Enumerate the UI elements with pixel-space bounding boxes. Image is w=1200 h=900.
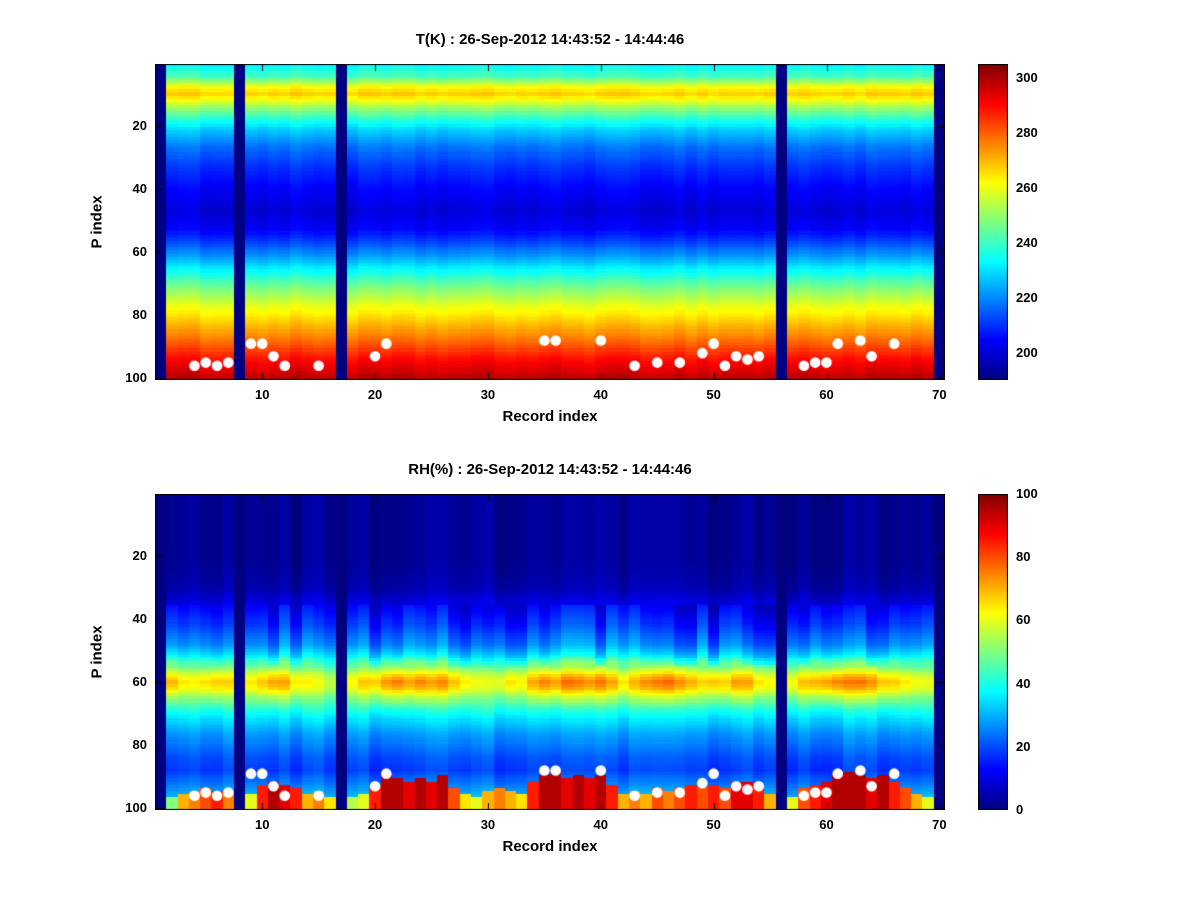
y-axis-label-temperature: P index [88, 195, 106, 249]
x-tick-label: 60 [819, 387, 834, 402]
y-tick-label: 80 [132, 307, 147, 323]
colorbar-tick-label: 240 [1016, 234, 1038, 250]
colorbar-tick-label: 60 [1016, 612, 1031, 628]
temperature-colorbar [978, 64, 1008, 380]
colorbar-tick-label: 40 [1016, 675, 1031, 691]
colorbar-tick-label: 0 [1016, 802, 1024, 817]
x-axis-label-humidity: Record index [502, 838, 598, 855]
x-tick-label: 20 [367, 387, 383, 402]
x-tick-label: 30 [480, 817, 496, 832]
y-tick-label: 60 [132, 244, 147, 260]
x-tick-label: 40 [593, 387, 609, 402]
plot-title-temperature: T(K) : 26-Sep-2012 14:43:52 - 14:44:46 [415, 31, 685, 48]
y-tick-label: 80 [132, 737, 147, 753]
colorbar-tick-label: 80 [1016, 549, 1031, 565]
x-axis-label-temperature: Record index [502, 408, 598, 425]
y-tick-label: 20 [132, 547, 147, 563]
plot-title-humidity: RH(%) : 26-Sep-2012 14:43:52 - 14:44:46 [408, 461, 692, 478]
y-tick-label: 40 [132, 180, 147, 196]
colorbar-tick-label: 200 [1016, 344, 1038, 360]
y-tick-label: 100 [125, 800, 147, 816]
colorbar-tick-label: 300 [1016, 69, 1038, 85]
x-tick-label: 20 [367, 817, 383, 832]
y-axis-label-humidity: P index [88, 625, 106, 679]
colorbar-tick-label: 100 [1016, 486, 1038, 501]
colorbar-tick-label: 20 [1016, 738, 1031, 754]
humidity-colorbar [978, 494, 1008, 810]
x-tick-label: 30 [480, 387, 496, 402]
y-tick-label: 40 [132, 610, 147, 626]
x-tick-label: 50 [706, 817, 721, 832]
x-tick-label: 60 [819, 817, 834, 832]
x-tick-label: 10 [254, 387, 270, 402]
x-tick-label: 40 [593, 817, 609, 832]
y-tick-label: 100 [125, 370, 147, 386]
x-tick-label: 70 [932, 387, 947, 402]
temperature-heatmap [155, 64, 945, 380]
humidity-heatmap [155, 494, 945, 810]
x-tick-label: 50 [706, 387, 721, 402]
colorbar-tick-label: 220 [1016, 289, 1038, 305]
colorbar-tick-label: 260 [1016, 179, 1038, 195]
x-tick-label: 70 [932, 817, 947, 832]
x-tick-label: 10 [254, 817, 270, 832]
colorbar-tick-label: 280 [1016, 124, 1038, 140]
y-tick-label: 60 [132, 674, 147, 690]
y-tick-label: 20 [132, 117, 147, 133]
